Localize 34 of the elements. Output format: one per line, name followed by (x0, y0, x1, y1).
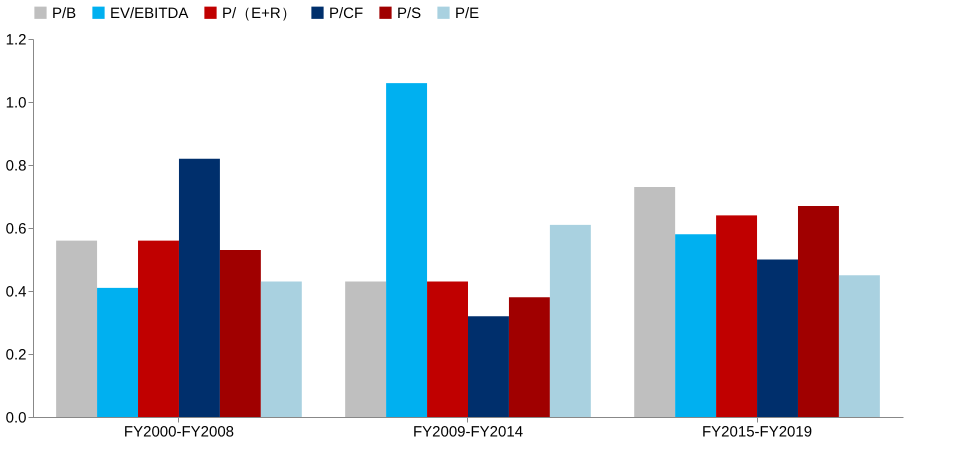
bar (97, 288, 138, 417)
legend-label: P/（E+R） (222, 4, 296, 22)
x-tick-label: FY2000-FY2008 (124, 424, 234, 440)
bar (508, 297, 550, 417)
legend-label: P/S (397, 4, 422, 22)
x-tick-label: FY2009-FY2014 (412, 424, 524, 440)
y-tick-label: 0.6 (6, 220, 26, 238)
bar (260, 282, 302, 417)
bar (345, 282, 386, 417)
bar (138, 240, 179, 417)
bar (386, 83, 428, 417)
y-tick-label: 1.2 (6, 32, 26, 48)
bar (178, 158, 220, 417)
bar (716, 215, 758, 417)
y-tick-label: 1.0 (6, 94, 26, 112)
y-tick-label: 0.4 (6, 284, 26, 300)
bar (220, 250, 261, 417)
legend-label: P/CF (329, 4, 364, 22)
bar (550, 224, 591, 417)
bar (56, 240, 98, 417)
bar (634, 187, 676, 417)
bar (757, 260, 798, 417)
bar (838, 275, 880, 417)
x-tick-label: FY2015-FY2019 (702, 424, 812, 440)
legend-label: P/E (455, 4, 480, 22)
y-tick-label: 0.0 (6, 410, 26, 426)
legend-label: P/B (52, 4, 76, 22)
bar (468, 316, 509, 417)
bar (427, 282, 468, 417)
bar (675, 234, 716, 417)
y-tick-label: 0.8 (6, 158, 26, 174)
bar (798, 206, 839, 417)
y-tick-label: 0.2 (6, 346, 26, 364)
legend-label: EV/EBITDA (110, 4, 188, 22)
